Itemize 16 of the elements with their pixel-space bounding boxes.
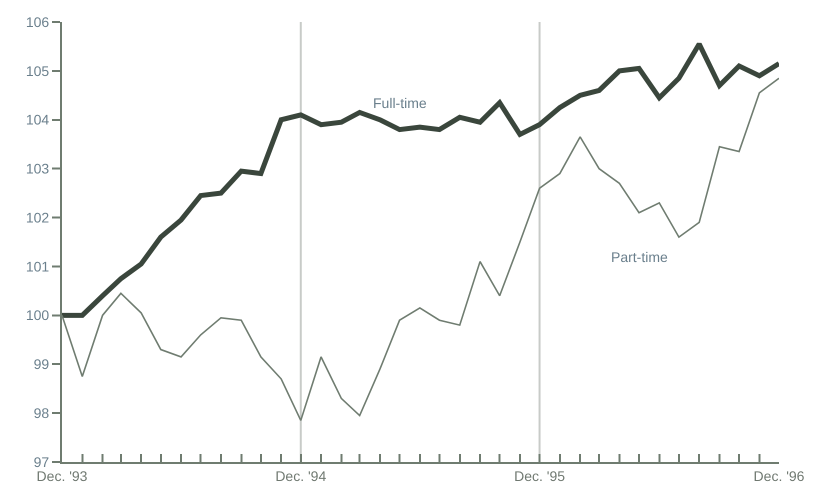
x-tick-label: Dec. '93 (36, 468, 88, 484)
y-tick-label: 100 (26, 307, 50, 324)
y-tick-label: 98 (34, 405, 50, 422)
x-tick-label: Dec. '96 (754, 468, 805, 484)
y-tick-label: 99 (34, 356, 50, 372)
y-tick-label: 104 (26, 112, 50, 128)
series-label: Part-time (611, 249, 668, 265)
series-label: Full-time (373, 95, 427, 111)
y-tick-label: 106 (26, 14, 50, 30)
y-tick-label: 97 (34, 454, 50, 470)
y-tick-label: 102 (26, 209, 50, 226)
y-tick-label: 103 (26, 160, 50, 177)
x-tick-label: Dec. '95 (514, 468, 566, 484)
x-tick-label: Dec. '94 (275, 468, 326, 484)
y-tick-label: 101 (26, 258, 50, 274)
y-tick-label: 105 (26, 62, 50, 79)
